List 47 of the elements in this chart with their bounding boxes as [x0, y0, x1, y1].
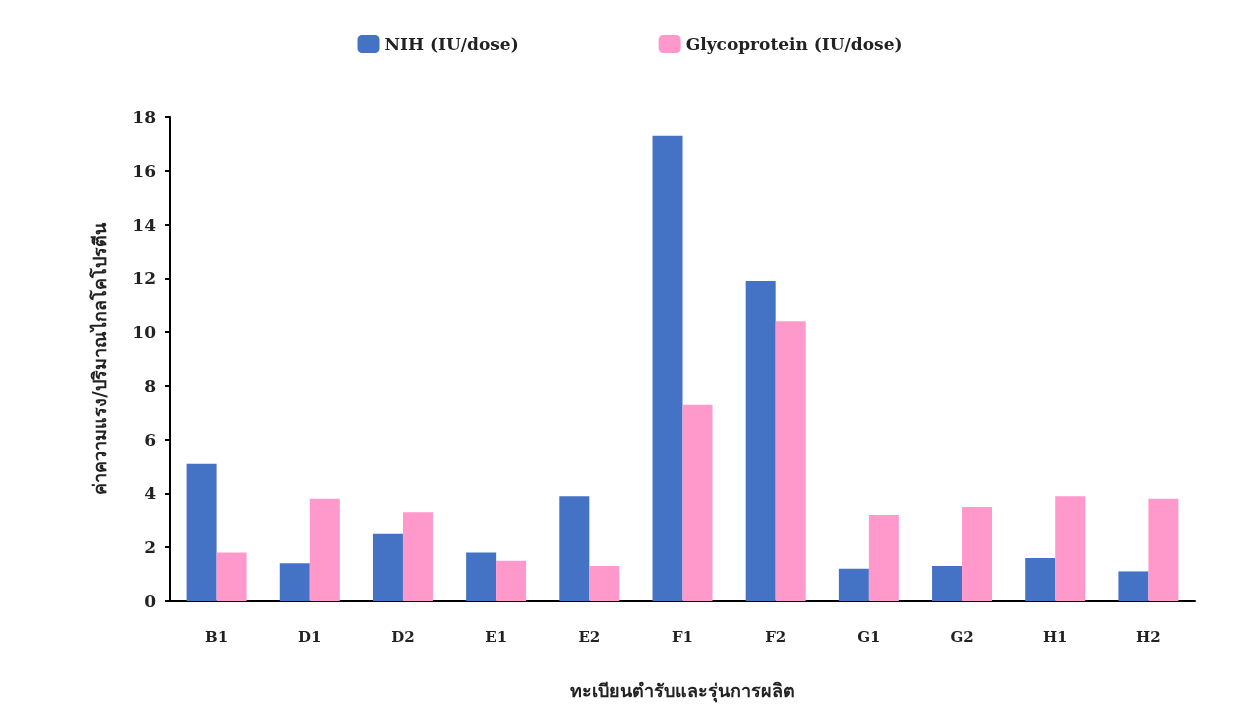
bar: [466, 552, 497, 601]
y-tick-label: 8: [144, 375, 156, 396]
y-tick-label: 16: [132, 160, 156, 181]
bar: [309, 498, 340, 601]
x-tick-label: B1: [205, 627, 229, 646]
legend-label: NIH (IU/dose): [384, 34, 519, 54]
bar: [216, 552, 247, 601]
x-tick-label: E1: [485, 627, 508, 646]
bar: [838, 568, 869, 601]
x-tick-label: D2: [391, 627, 415, 646]
bar: [186, 463, 217, 601]
bar: [745, 281, 776, 601]
bar: [775, 321, 806, 601]
bar: [868, 514, 899, 601]
y-tick-label: 12: [132, 268, 156, 289]
y-tick-label: 6: [144, 429, 156, 450]
x-tick-label: F2: [765, 627, 787, 646]
bar: [589, 566, 620, 601]
bar: [1055, 496, 1086, 601]
bar: [402, 512, 433, 601]
bar: [559, 496, 590, 601]
x-tick-label: F1: [671, 627, 694, 646]
bar: [932, 566, 963, 601]
bar: [652, 135, 683, 601]
x-axis-title: ทะเบียนตำรับและรุ่นการผลิต: [570, 679, 795, 703]
x-tick-label: G1: [857, 627, 881, 646]
legend-label: Glycoprotein (IU/dose): [685, 34, 903, 54]
bar: [496, 560, 527, 601]
x-tick-label: G2: [950, 627, 974, 646]
x-tick-label: H2: [1136, 627, 1161, 646]
x-tick-label: D1: [298, 627, 322, 646]
x-tick-label: E2: [578, 627, 601, 646]
y-tick-label: 0: [144, 591, 157, 611]
bar: [1025, 557, 1056, 601]
y-tick-label: 14: [132, 214, 157, 235]
bar: [1148, 498, 1179, 601]
bar: [682, 404, 713, 601]
bar: [1118, 571, 1149, 601]
bar: [279, 563, 310, 601]
y-tick-label: 4: [144, 483, 157, 504]
x-tick-label: H1: [1042, 627, 1068, 646]
y-tick-label: 2: [144, 537, 156, 558]
bar: [372, 533, 403, 601]
y-tick-label: 10: [132, 322, 157, 343]
y-axis-title: ค่าความแรง/ปริมาณไกลโคโปรตีน: [88, 222, 110, 495]
bar: [962, 506, 993, 601]
y-tick-label: 18: [132, 107, 156, 127]
